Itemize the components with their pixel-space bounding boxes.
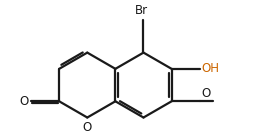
Text: OH: OH: [202, 62, 220, 75]
Text: O: O: [202, 87, 211, 100]
Text: Br: Br: [135, 4, 148, 17]
Text: O: O: [20, 95, 29, 108]
Text: O: O: [83, 121, 92, 134]
